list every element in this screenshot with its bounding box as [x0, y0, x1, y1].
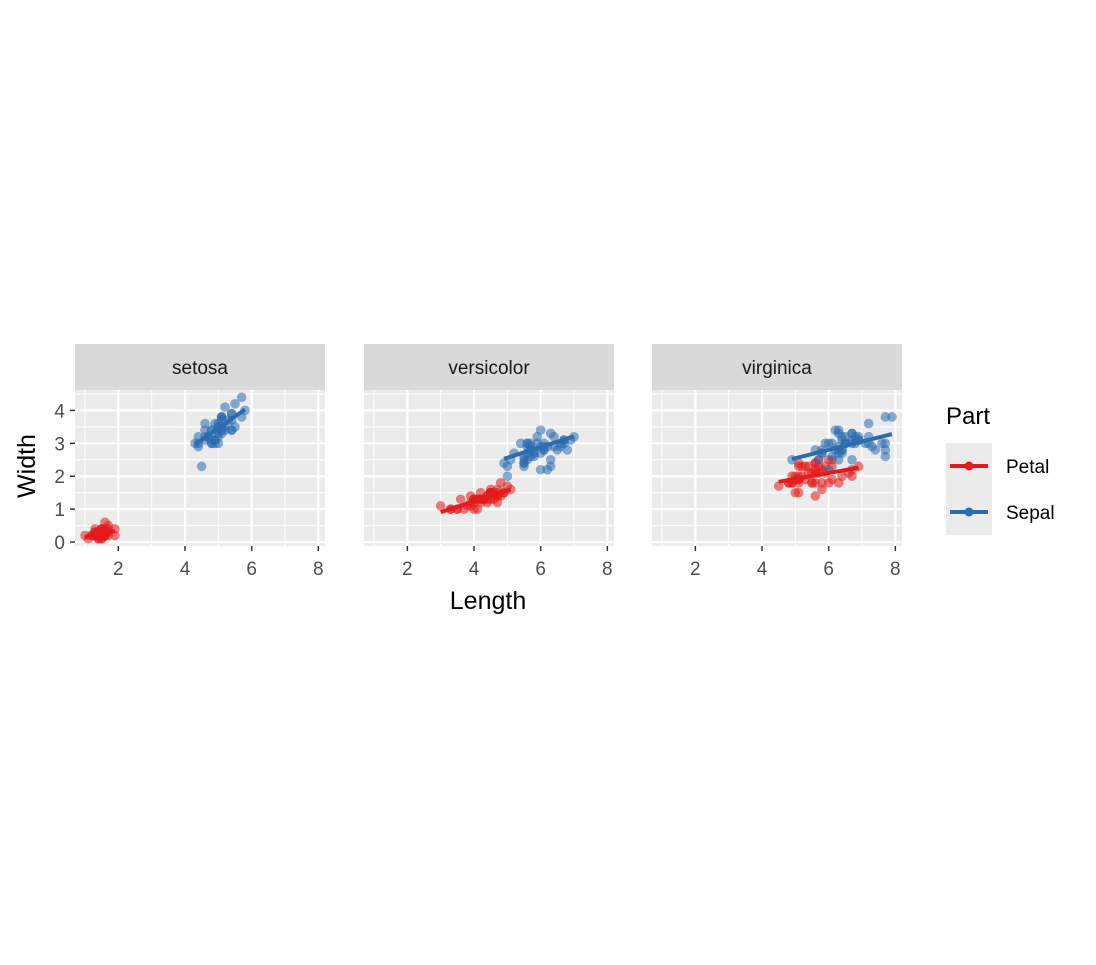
data-point — [810, 491, 821, 501]
data-point — [545, 461, 556, 472]
data-point — [545, 428, 556, 439]
facet-strip — [652, 344, 902, 390]
x-tick-label: 8 — [890, 559, 901, 580]
y-tick-label: 4 — [54, 401, 65, 422]
data-point — [206, 438, 217, 449]
x-tick-label: 6 — [246, 559, 257, 580]
data-point — [797, 461, 807, 472]
x-tick-label: 6 — [823, 559, 834, 580]
y-tick-label: 0 — [54, 533, 65, 554]
panels-layer: setosa versicolor virginica — [75, 344, 902, 546]
fit-line-petal — [440, 487, 512, 515]
x-tick-label: 8 — [602, 559, 613, 580]
facet-strip-label: virginica — [742, 358, 812, 379]
data-point — [196, 461, 207, 472]
data-point — [827, 474, 837, 485]
x-axis-title: Length — [450, 587, 526, 615]
data-point — [100, 517, 110, 528]
x-tick-label: 2 — [402, 559, 413, 580]
x-tick-label: 2 — [690, 559, 701, 580]
facet-strip-label: versicolor — [448, 358, 530, 379]
x-tick-label: 4 — [757, 559, 768, 580]
y-axis-title: Width — [13, 434, 41, 498]
data-point — [236, 392, 247, 403]
data-point — [220, 402, 230, 412]
legend-key-point-sepal — [964, 507, 974, 517]
x-tick-label: 8 — [313, 559, 324, 580]
x-tick-label: 4 — [180, 559, 191, 580]
fit-line-petal — [84, 528, 116, 539]
data-point — [880, 438, 891, 449]
data-point — [817, 484, 827, 495]
data-point — [870, 445, 881, 455]
data-point — [847, 454, 857, 465]
data-point — [455, 494, 466, 505]
data-point — [502, 471, 513, 482]
data-point — [230, 422, 240, 432]
fit-line-sepal — [193, 407, 247, 447]
panel-background — [364, 390, 614, 546]
data-point — [820, 438, 831, 449]
fit-line-petal — [778, 465, 860, 484]
facet-panel-setosa: setosa — [75, 344, 325, 546]
y-tick-label: 2 — [54, 467, 65, 488]
facet-strip — [75, 344, 325, 390]
data-point — [793, 487, 804, 498]
data-point — [230, 399, 240, 409]
facet-panel-virginica: virginica — [652, 344, 902, 546]
data-point — [200, 418, 210, 429]
legend-label-petal: Petal — [1006, 457, 1049, 478]
legend: Part Petal Sepal — [946, 403, 1055, 535]
legend-key-point-petal — [964, 461, 974, 471]
data-point — [880, 451, 891, 462]
data-point — [817, 478, 827, 488]
x-tick-label: 2 — [113, 559, 124, 580]
legend-title: Part — [946, 403, 990, 430]
fit-line-sepal — [503, 434, 575, 461]
fit-line-sepal — [791, 432, 893, 462]
x-tick-label: 4 — [469, 559, 480, 580]
data-point — [545, 454, 556, 465]
axes-layer: 2 4 6 8 2 4 6 8 2 4 6 8 0 1 2 3 4 — [54, 401, 900, 580]
data-point — [847, 471, 857, 482]
y-tick-label: 1 — [54, 500, 65, 521]
data-point — [535, 425, 546, 435]
data-point — [435, 501, 446, 511]
data-point — [863, 418, 874, 429]
data-point — [515, 438, 526, 449]
data-point — [773, 481, 784, 491]
data-point — [847, 428, 857, 439]
data-point — [803, 461, 814, 472]
facet-panel-versicolor: versicolor — [364, 344, 614, 546]
data-point — [833, 454, 844, 465]
y-tick-label: 3 — [54, 434, 65, 455]
x-tick-label: 6 — [535, 559, 546, 580]
facet-strip — [364, 344, 614, 390]
data-point — [807, 478, 817, 488]
data-point — [837, 471, 847, 482]
legend-label-sepal: Sepal — [1006, 503, 1055, 524]
facet-strip-label: setosa — [172, 358, 228, 379]
data-point — [880, 445, 891, 455]
panel-background — [652, 390, 902, 546]
data-point — [880, 412, 891, 422]
data-point — [535, 464, 546, 475]
data-point — [887, 412, 897, 422]
data-point — [830, 425, 841, 435]
